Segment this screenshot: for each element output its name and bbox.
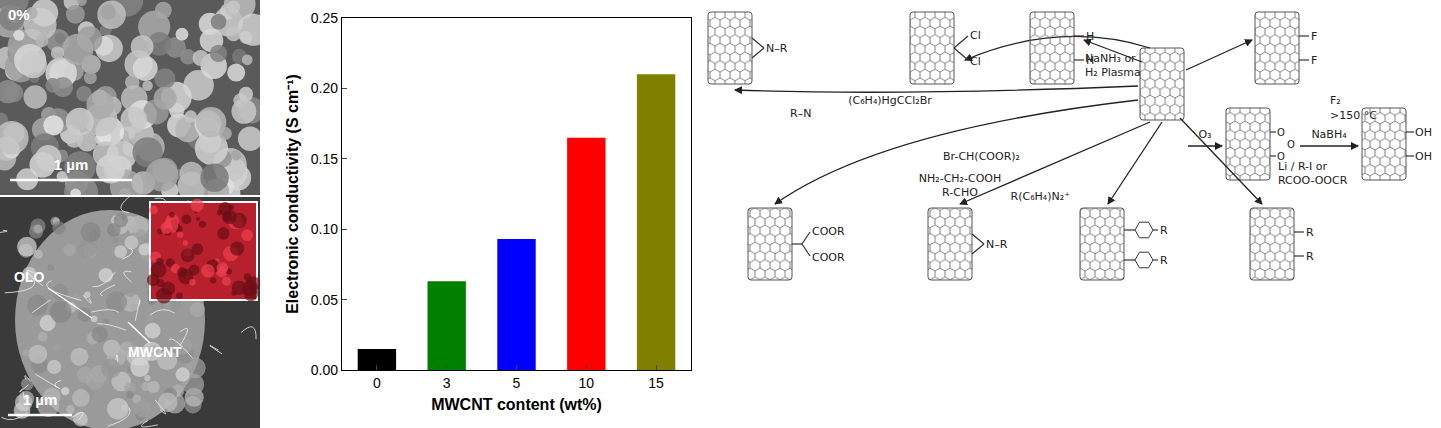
svg-text:15: 15 [648, 375, 664, 391]
svg-text:NH₂-CH₂-COOH: NH₂-CH₂-COOH [919, 172, 1001, 185]
svg-text:RCOO-OOCR: RCOO-OOCR [1278, 174, 1348, 187]
svg-text:Li / R-I or: Li / R-I or [1278, 160, 1328, 173]
svg-text:0.15: 0.15 [311, 151, 338, 167]
svg-text:F: F [1311, 30, 1317, 43]
svg-text:1 µm: 1 µm [23, 391, 58, 408]
svg-text:Electronic conductivity (S cm⁻: Electronic conductivity (S cm⁻¹) [284, 74, 301, 314]
svg-text:0.10: 0.10 [311, 221, 338, 237]
svg-text:R: R [1306, 250, 1314, 263]
svg-text:F₂: F₂ [1330, 94, 1341, 107]
svg-text:COOR: COOR [812, 225, 845, 238]
svg-text:O: O [1277, 151, 1285, 162]
svg-text:COOR: COOR [812, 251, 845, 264]
svg-text:R-CHO: R-CHO [942, 186, 978, 199]
svg-text:Br-CH(COOR)₂: Br-CH(COOR)₂ [943, 150, 1020, 163]
svg-text:F: F [1311, 54, 1317, 67]
svg-text:0.20: 0.20 [311, 80, 338, 96]
svg-text:O: O [1277, 127, 1285, 138]
svg-text:>150 °C: >150 °C [1330, 109, 1377, 122]
svg-text:R(C₆H₄)N₂⁺: R(C₆H₄)N₂⁺ [1011, 190, 1071, 203]
svg-text:N–R: N–R [766, 42, 788, 55]
svg-text:0%: 0% [8, 6, 30, 23]
svg-text:10: 10 [579, 375, 595, 391]
svg-text:NaNH₃ or: NaNH₃ or [1085, 52, 1136, 65]
svg-text:OLO: OLO [14, 269, 44, 285]
svg-text:O₃: O₃ [1198, 128, 1211, 141]
svg-text:0.25: 0.25 [311, 10, 338, 26]
svg-text:0.05: 0.05 [311, 292, 338, 308]
svg-text:5: 5 [513, 375, 521, 391]
svg-text:O: O [1287, 139, 1295, 150]
svg-text:H: H [1086, 54, 1094, 67]
svg-text:MWCNT content (wt%): MWCNT content (wt%) [431, 396, 602, 413]
svg-text:Cl: Cl [970, 55, 981, 68]
svg-text:R: R [1160, 224, 1168, 237]
svg-text:0: 0 [373, 375, 381, 391]
svg-text:1 µm: 1 µm [54, 156, 89, 173]
svg-text:R: R [1160, 254, 1168, 267]
svg-text:Cl: Cl [970, 29, 981, 42]
svg-text:OH: OH [1415, 150, 1432, 163]
svg-text:3: 3 [443, 375, 451, 391]
svg-text:OH: OH [1415, 126, 1432, 139]
svg-text:R–N: R–N [790, 107, 811, 120]
svg-text:MWCNT: MWCNT [128, 344, 182, 360]
svg-text:N–R: N–R [986, 238, 1008, 251]
svg-text:H: H [1086, 30, 1094, 43]
svg-text:R: R [1306, 226, 1314, 239]
svg-text:NaBH₄: NaBH₄ [1311, 128, 1347, 141]
svg-text:H₂ Plasma: H₂ Plasma [1085, 66, 1141, 79]
svg-text:0.00: 0.00 [311, 362, 338, 378]
svg-text:(C₆H₄)HgCCl₂Br: (C₆H₄)HgCCl₂Br [848, 94, 932, 107]
